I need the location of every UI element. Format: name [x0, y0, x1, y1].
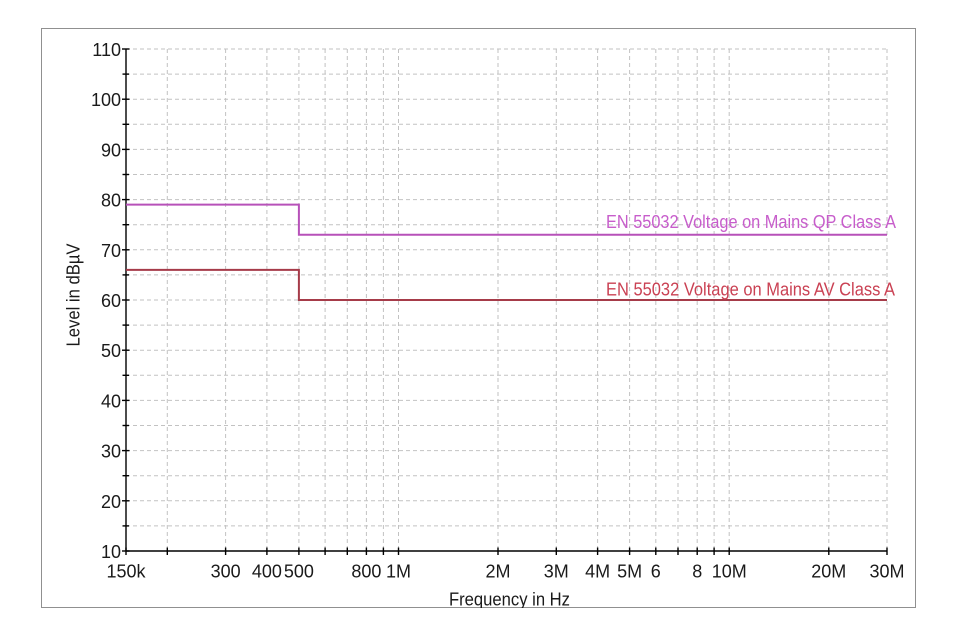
svg-text:8: 8 [692, 562, 702, 582]
svg-text:40: 40 [101, 391, 121, 411]
svg-text:20M: 20M [811, 562, 846, 582]
svg-text:30: 30 [101, 442, 121, 462]
svg-text:Frequency in Hz: Frequency in Hz [449, 590, 570, 610]
svg-text:80: 80 [101, 191, 121, 211]
svg-text:EN 55032 Voltage on Mains QP C: EN 55032 Voltage on Mains QP Class A [606, 212, 896, 232]
svg-text:60: 60 [101, 291, 121, 311]
svg-text:110: 110 [92, 40, 121, 60]
svg-text:30M: 30M [869, 562, 904, 582]
svg-text:Level in dBµV: Level in dBµV [64, 244, 84, 347]
svg-text:EN 55032 Voltage on Mains AV C: EN 55032 Voltage on Mains AV Class A [606, 280, 895, 300]
svg-text:3M: 3M [544, 562, 569, 582]
svg-text:6: 6 [651, 562, 661, 582]
svg-text:500: 500 [284, 562, 314, 582]
svg-text:300: 300 [211, 562, 241, 582]
svg-text:4M: 4M [585, 562, 610, 582]
svg-text:150k: 150k [106, 562, 146, 582]
svg-text:5M: 5M [617, 562, 642, 582]
svg-text:70: 70 [101, 241, 121, 261]
svg-text:800: 800 [351, 562, 381, 582]
svg-text:90: 90 [101, 140, 121, 160]
svg-text:400: 400 [252, 562, 282, 582]
svg-text:10: 10 [101, 542, 121, 562]
svg-text:2M: 2M [485, 562, 510, 582]
svg-text:1M: 1M [386, 562, 411, 582]
svg-text:20: 20 [101, 492, 121, 512]
svg-text:10M: 10M [712, 562, 747, 582]
svg-text:100: 100 [91, 90, 121, 110]
svg-text:50: 50 [101, 341, 121, 361]
